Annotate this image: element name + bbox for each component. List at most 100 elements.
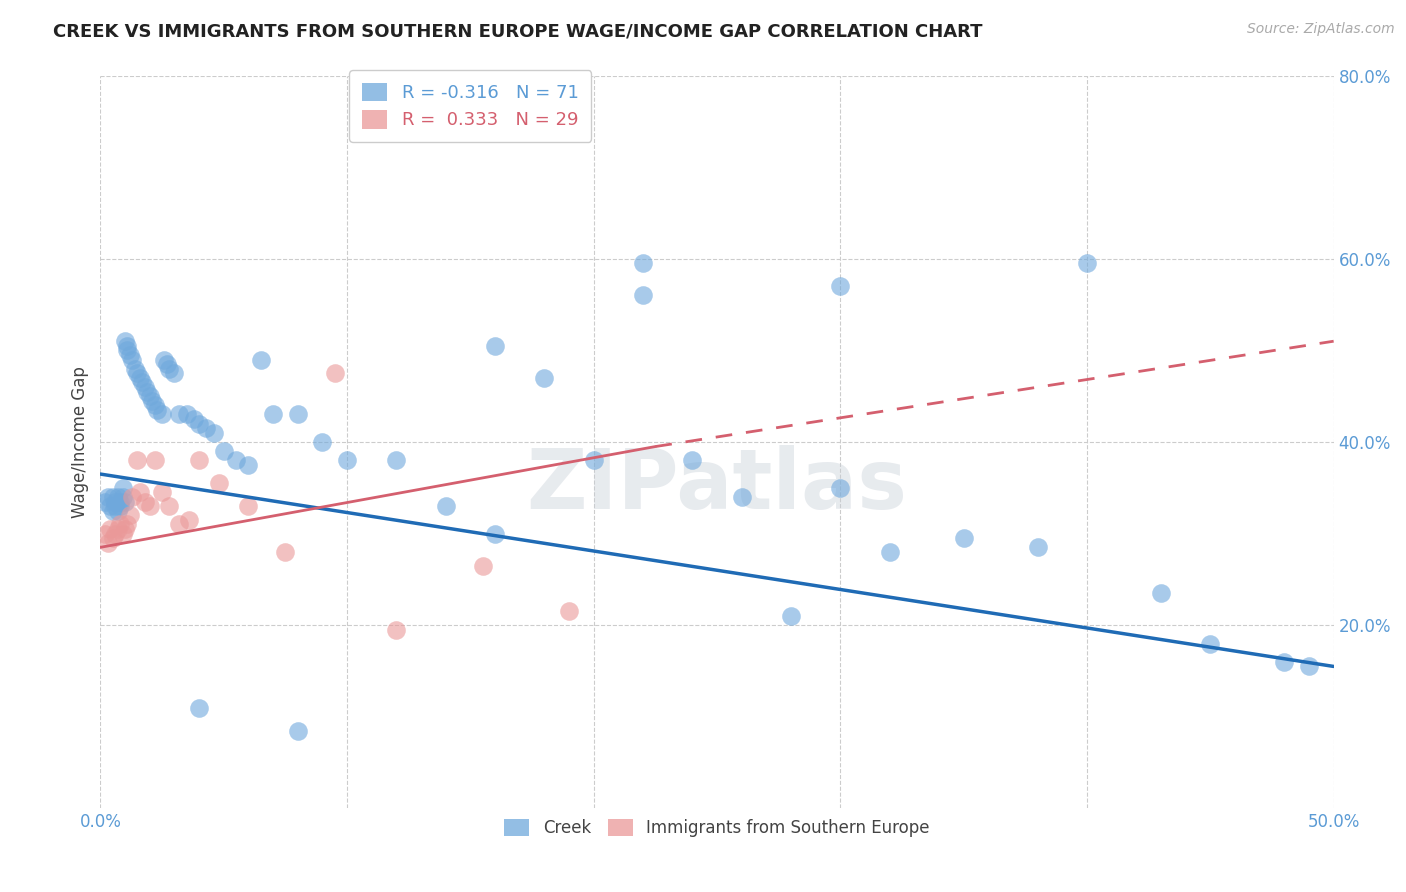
Point bbox=[157, 361, 180, 376]
Point bbox=[1272, 655, 1295, 669]
Point bbox=[97, 490, 120, 504]
Point bbox=[111, 526, 134, 541]
Point bbox=[471, 558, 494, 573]
Point bbox=[143, 453, 166, 467]
Point bbox=[311, 434, 333, 449]
Point bbox=[225, 453, 247, 467]
Point bbox=[108, 494, 131, 508]
Point bbox=[631, 288, 654, 302]
Point bbox=[138, 499, 160, 513]
Point bbox=[212, 444, 235, 458]
Point bbox=[238, 499, 260, 513]
Point bbox=[157, 499, 180, 513]
Point bbox=[107, 490, 129, 504]
Point bbox=[730, 490, 752, 504]
Point bbox=[1026, 541, 1049, 555]
Point bbox=[114, 522, 136, 536]
Point bbox=[780, 609, 803, 624]
Point bbox=[176, 408, 198, 422]
Point bbox=[183, 412, 205, 426]
Point bbox=[188, 453, 211, 467]
Point bbox=[163, 366, 186, 380]
Point bbox=[121, 490, 143, 504]
Point bbox=[146, 403, 169, 417]
Point bbox=[195, 421, 218, 435]
Point bbox=[108, 517, 131, 532]
Point bbox=[124, 361, 146, 376]
Point bbox=[98, 499, 121, 513]
Y-axis label: Wage/Income Gap: Wage/Income Gap bbox=[72, 366, 89, 518]
Point bbox=[111, 490, 134, 504]
Point bbox=[208, 476, 231, 491]
Point bbox=[101, 531, 124, 545]
Point bbox=[111, 481, 134, 495]
Point bbox=[681, 453, 703, 467]
Point bbox=[1199, 636, 1222, 650]
Point bbox=[830, 481, 852, 495]
Point bbox=[879, 545, 901, 559]
Point bbox=[131, 376, 153, 390]
Point bbox=[136, 384, 159, 399]
Text: CREEK VS IMMIGRANTS FROM SOUTHERN EUROPE WAGE/INCOME GAP CORRELATION CHART: CREEK VS IMMIGRANTS FROM SOUTHERN EUROPE… bbox=[53, 22, 983, 40]
Point bbox=[169, 408, 191, 422]
Point bbox=[128, 371, 150, 385]
Point bbox=[631, 256, 654, 270]
Point bbox=[128, 485, 150, 500]
Point bbox=[150, 485, 173, 500]
Point bbox=[153, 352, 176, 367]
Point bbox=[138, 389, 160, 403]
Point bbox=[385, 453, 408, 467]
Point bbox=[118, 508, 141, 523]
Point bbox=[118, 348, 141, 362]
Point bbox=[582, 453, 605, 467]
Point bbox=[1150, 586, 1173, 600]
Point bbox=[121, 352, 143, 367]
Point bbox=[1298, 659, 1320, 673]
Point bbox=[179, 513, 201, 527]
Point bbox=[101, 490, 124, 504]
Point bbox=[104, 494, 127, 508]
Point bbox=[484, 526, 506, 541]
Point bbox=[188, 700, 211, 714]
Point bbox=[107, 504, 129, 518]
Point bbox=[558, 605, 581, 619]
Point bbox=[150, 408, 173, 422]
Point bbox=[385, 623, 408, 637]
Point bbox=[202, 425, 225, 440]
Point bbox=[117, 339, 139, 353]
Legend: Creek, Immigrants from Southern Europe: Creek, Immigrants from Southern Europe bbox=[498, 813, 936, 844]
Point bbox=[156, 357, 179, 371]
Point bbox=[336, 453, 359, 467]
Point bbox=[134, 494, 156, 508]
Point bbox=[101, 504, 124, 518]
Point bbox=[114, 494, 136, 508]
Point bbox=[98, 522, 121, 536]
Point bbox=[104, 499, 127, 513]
Point bbox=[262, 408, 284, 422]
Point bbox=[127, 366, 149, 380]
Point bbox=[117, 517, 139, 532]
Point bbox=[249, 352, 271, 367]
Point bbox=[169, 517, 191, 532]
Point bbox=[830, 279, 852, 293]
Point bbox=[108, 499, 131, 513]
Point bbox=[952, 531, 974, 545]
Point bbox=[434, 499, 457, 513]
Point bbox=[287, 723, 309, 738]
Point bbox=[287, 408, 309, 422]
Point bbox=[97, 535, 120, 549]
Point bbox=[94, 494, 117, 508]
Point bbox=[117, 343, 139, 358]
Point bbox=[104, 526, 127, 541]
Text: ZIPatlas: ZIPatlas bbox=[526, 445, 907, 526]
Point bbox=[533, 371, 555, 385]
Point bbox=[188, 417, 211, 431]
Point bbox=[127, 453, 149, 467]
Point bbox=[114, 334, 136, 349]
Point bbox=[107, 522, 129, 536]
Point bbox=[484, 339, 506, 353]
Text: Source: ZipAtlas.com: Source: ZipAtlas.com bbox=[1247, 22, 1395, 37]
Point bbox=[323, 366, 346, 380]
Point bbox=[274, 545, 297, 559]
Point bbox=[141, 393, 163, 408]
